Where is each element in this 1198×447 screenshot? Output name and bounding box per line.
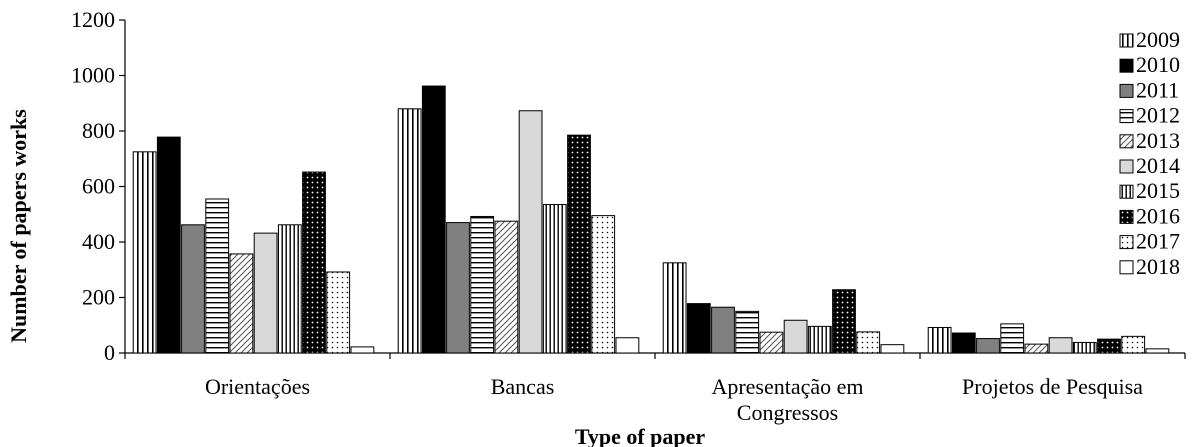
bar-2009-0 — [132, 151, 157, 354]
x-axis-title: Type of paper — [575, 424, 706, 447]
x-category-label-line: Apresentação em — [711, 374, 863, 399]
legend-swatch-2013 — [1119, 134, 1134, 149]
bar-2010-3 — [951, 332, 976, 354]
bar-2014-1 — [518, 110, 543, 354]
legend-label: 2014 — [1136, 153, 1180, 178]
legend-label: 2013 — [1136, 128, 1180, 153]
bar-2018-0 — [350, 346, 375, 354]
x-category-label: Projetos de Pesquisa — [962, 374, 1143, 399]
bar-2015-1 — [542, 204, 567, 354]
bar-2009-2 — [662, 262, 687, 354]
bar-2014-0 — [253, 232, 278, 354]
y-tick-label: 0 — [104, 340, 115, 365]
bars — [132, 85, 1170, 354]
x-category-label-line: Bancas — [491, 374, 555, 399]
x-category-label: Orientações — [205, 374, 310, 399]
legend-swatch-2014 — [1119, 159, 1134, 174]
bar-2015-0 — [277, 224, 302, 354]
y-axis-title: Number of papers works — [6, 109, 31, 343]
legend-label: 2012 — [1136, 103, 1180, 128]
x-category-label: Apresentação em Congressos — [711, 374, 863, 425]
bar-2013-1 — [494, 220, 519, 354]
legend-swatch-2015 — [1119, 184, 1134, 199]
x-category-label: Bancas — [491, 374, 555, 399]
legend-swatch-2017 — [1119, 235, 1134, 250]
bar-2017-1 — [591, 215, 616, 354]
bar-2015-2 — [807, 325, 832, 354]
legend-swatch-2010 — [1119, 58, 1134, 73]
legend-label: 2009 — [1136, 27, 1180, 52]
bar-2013-0 — [229, 253, 254, 354]
x-category-label-line: Orientações — [205, 374, 310, 399]
bar-2016-2 — [832, 289, 856, 354]
y-tick-label: 200 — [82, 285, 115, 310]
legend-label: 2011 — [1136, 77, 1179, 102]
x-category-label-line: Projetos de Pesquisa — [962, 374, 1143, 399]
bar-2011-0 — [181, 224, 205, 354]
legend-label: 2016 — [1136, 203, 1180, 228]
bar-2017-2 — [856, 331, 881, 354]
x-axis: Orientações Bancas Apresentação em Congress… — [124, 352, 1186, 425]
bar-2018-2 — [880, 344, 905, 354]
bar-2017-3 — [1121, 335, 1146, 354]
bar-2014-2 — [783, 319, 808, 354]
legend-label: 2010 — [1136, 52, 1180, 77]
bar-2011-1 — [446, 222, 470, 354]
legend-swatch-2016 — [1119, 209, 1134, 224]
legend-label: 2017 — [1136, 229, 1180, 254]
y-tick-label: 800 — [82, 118, 115, 143]
y-axis: 0 200 400 600 800 1000 1200 — [71, 7, 126, 365]
bar-2012-1 — [470, 215, 495, 354]
bar-2013-2 — [759, 331, 784, 354]
bar-2012-0 — [205, 198, 230, 354]
legend-label: 2018 — [1136, 254, 1180, 279]
bar-2018-3 — [1145, 348, 1170, 354]
bar-2012-3 — [1000, 323, 1025, 354]
bar-2012-2 — [735, 310, 760, 354]
legend-swatch-2011 — [1119, 83, 1134, 98]
bar-2016-1 — [567, 134, 591, 354]
bar-2016-0 — [302, 171, 326, 354]
bar-2009-1 — [397, 108, 422, 354]
bar-2013-3 — [1024, 343, 1049, 354]
legend-label: 2015 — [1136, 178, 1180, 203]
bar-2016-3 — [1097, 338, 1121, 354]
legend-swatch-2009 — [1119, 33, 1134, 48]
bar-2014-3 — [1048, 337, 1073, 354]
y-tick-label: 400 — [82, 229, 115, 254]
y-tick-label: 1000 — [71, 63, 115, 88]
bar-2009-3 — [927, 326, 952, 354]
bar-2010-2 — [686, 303, 711, 354]
legend-swatch-2018 — [1119, 260, 1134, 275]
bar-2011-3 — [976, 338, 1000, 354]
bar-2011-2 — [711, 306, 735, 354]
bar-2010-1 — [421, 85, 446, 354]
bar-2010-0 — [156, 136, 181, 354]
bar-2018-1 — [615, 337, 640, 354]
y-tick-label: 1200 — [71, 7, 115, 32]
legend-swatch-2012 — [1119, 109, 1134, 124]
y-tick-label: 600 — [82, 174, 115, 199]
bar-2015-3 — [1072, 341, 1097, 354]
bar-2017-0 — [326, 271, 351, 354]
x-category-label-line: Congressos — [737, 400, 838, 425]
